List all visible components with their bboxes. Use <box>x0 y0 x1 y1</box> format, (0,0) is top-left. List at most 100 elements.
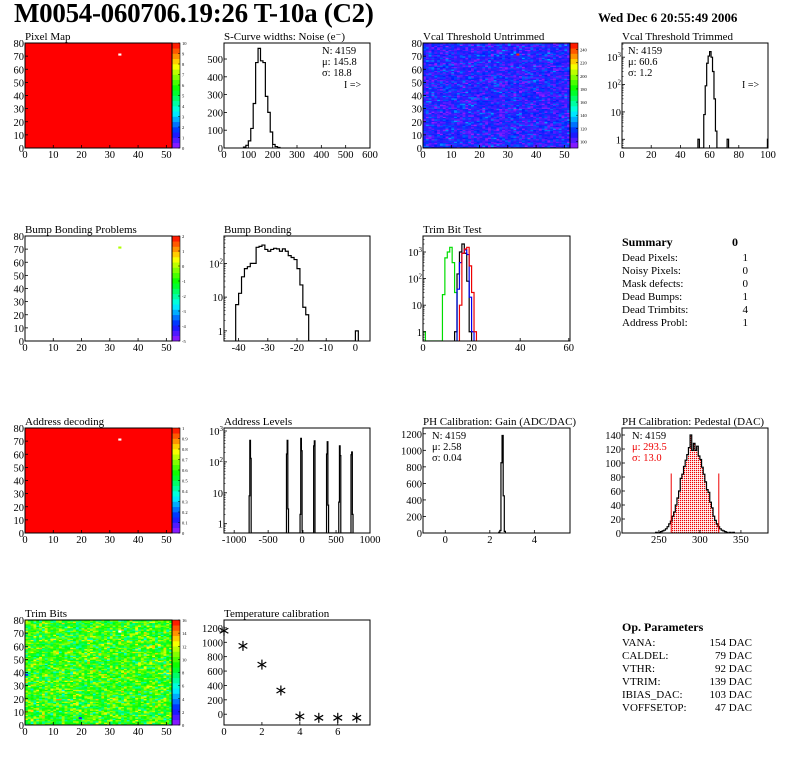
heatmap-cell <box>553 64 557 66</box>
heatmap-cell <box>468 115 472 117</box>
heatmap-cell <box>423 130 427 133</box>
heatmap-cell <box>567 70 570 73</box>
heatmap-cell <box>490 103 494 105</box>
heatmap-cell <box>423 107 427 109</box>
heatmap-cell <box>553 109 557 112</box>
heatmap-cell <box>502 60 506 62</box>
heatmap-cell <box>448 120 452 123</box>
heatmap-cell <box>519 145 523 147</box>
timestamp: Wed Dec 6 20:55:49 2006 <box>598 10 738 25</box>
heatmap-cell <box>479 60 483 62</box>
heatmap-cell <box>459 73 463 75</box>
heatmap-cell <box>550 57 554 60</box>
tick-label: 600 <box>362 150 378 161</box>
heatmap-cell <box>516 104 520 107</box>
heatmap-cell <box>459 98 463 100</box>
heatmap-cell <box>428 85 432 87</box>
heatmap-cell <box>439 112 444 115</box>
heatmap-cell <box>442 75 446 78</box>
heatmap-cell <box>519 46 523 49</box>
heatmap-cell <box>538 69 543 71</box>
heatmap-cell <box>431 124 435 126</box>
heatmap-cell <box>490 65 494 67</box>
heatmap-cell <box>538 121 543 124</box>
heatmap-cell <box>527 91 531 94</box>
palette-band <box>172 278 180 284</box>
heatmap-cell <box>533 58 537 61</box>
heatmap-cell <box>476 91 480 94</box>
histogram-series-line <box>655 434 735 533</box>
heatmap-cell <box>502 98 506 100</box>
heatmap-cell <box>434 79 438 82</box>
heatmap-cell <box>442 69 446 71</box>
heatmap-cell <box>558 120 562 123</box>
heatmap-cell <box>553 138 557 141</box>
heatmap-cell <box>496 54 500 57</box>
heatmap-cell <box>468 52 472 54</box>
heatmap-cell <box>524 119 528 121</box>
heatmap-cell <box>524 75 528 78</box>
heatmap-cell <box>527 77 531 79</box>
heatmap-cell <box>434 106 438 108</box>
heatmap-cell <box>533 132 537 134</box>
heatmap-cell <box>451 56 455 58</box>
palette-band <box>172 95 180 102</box>
heatmap-cell <box>488 132 492 134</box>
heatmap-cell <box>502 145 506 147</box>
heatmap-cell <box>553 54 557 57</box>
tick-label: 0 <box>299 535 304 546</box>
heatmap-cell <box>439 45 444 48</box>
heatmap-cell <box>462 94 466 96</box>
palette-band <box>172 464 180 471</box>
heatmap-cell <box>541 95 545 98</box>
heatmap-cell <box>459 113 463 116</box>
heatmap-cell <box>482 111 486 113</box>
heatmap-cell <box>445 111 449 113</box>
heatmap-cell <box>423 54 427 57</box>
heatmap-cell <box>493 104 497 107</box>
heatmap-cell <box>471 108 475 111</box>
heatmap-cell <box>513 98 517 100</box>
heatmap-cell <box>456 121 461 124</box>
heatmap-cell <box>476 123 480 125</box>
heatmap-cell <box>488 141 492 144</box>
heatmap-cell <box>541 138 545 141</box>
heatmap-cell <box>530 54 534 57</box>
heatmap-cell <box>448 142 452 145</box>
heatmap-cell <box>496 102 500 104</box>
heatmap-cell <box>468 81 472 83</box>
heatmap-cell <box>451 123 455 125</box>
heatmap-cell <box>521 90 526 92</box>
tick-label: 30 <box>412 105 423 116</box>
heatmap-cell <box>530 43 534 45</box>
heatmap-cell <box>544 69 548 71</box>
stats-line: σ: 13.0 <box>632 453 662 464</box>
heatmap-cell <box>434 62 438 65</box>
heatmap-cell <box>553 56 557 58</box>
heatmap-cell <box>538 99 543 102</box>
heatmap-cell <box>533 102 537 104</box>
heatmap-cell <box>496 100 500 103</box>
heatmap-cell <box>448 145 452 147</box>
heatmap-cell <box>499 119 503 121</box>
heatmap-cell <box>544 144 548 146</box>
heatmap-cell <box>490 129 494 132</box>
heatmap-cell <box>428 119 432 121</box>
heatmap-cell <box>428 81 432 83</box>
heatmap-cell <box>445 53 449 56</box>
heatmap-cell <box>519 98 523 100</box>
heatmap-cell <box>431 99 435 102</box>
heatmap-cell <box>567 108 570 111</box>
heatmap-cell <box>521 136 526 138</box>
plot-frame <box>223 427 371 534</box>
heatmap-cell <box>541 123 545 125</box>
heatmap-cell <box>434 144 438 146</box>
heatmap-cell <box>544 77 548 79</box>
histogram-series-line <box>456 249 475 341</box>
heatmap-cell <box>442 108 446 111</box>
heatmap-cell <box>530 104 534 107</box>
heatmap-cell <box>485 144 489 146</box>
heatmap-cell <box>510 67 514 70</box>
heatmap-cell <box>437 121 441 124</box>
heatmap-cell <box>513 99 517 102</box>
